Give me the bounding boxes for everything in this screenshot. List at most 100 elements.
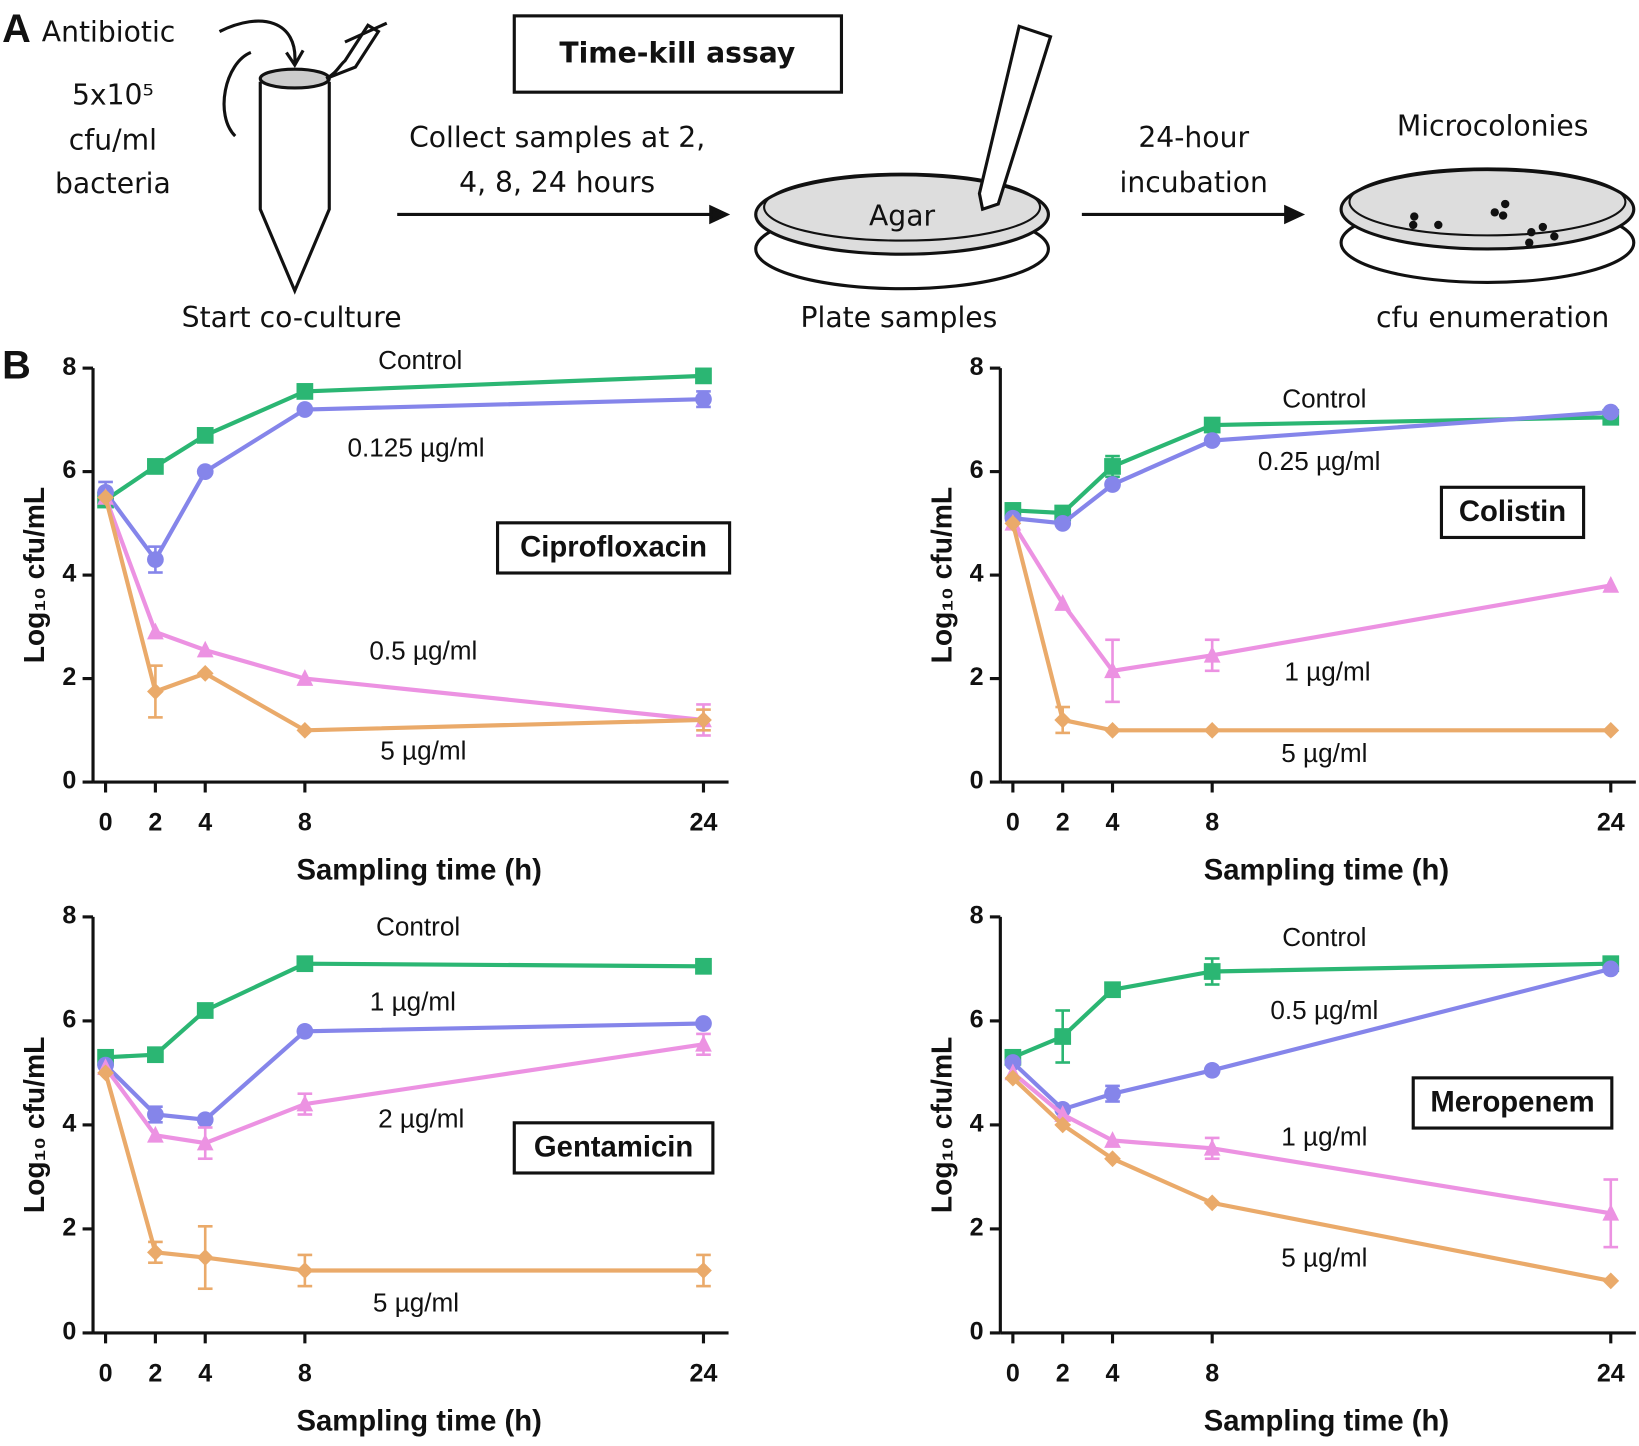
series-label: Control: [378, 345, 462, 375]
x-tick-label: 2: [1056, 808, 1070, 836]
colony-dish: [1339, 167, 1636, 251]
y-tick-label: 8: [970, 353, 984, 381]
series-label: Control: [1282, 383, 1366, 413]
arrow-head: [709, 204, 731, 225]
caption: Start co-culture: [182, 301, 402, 334]
marker: [1104, 458, 1121, 475]
series-label: 0.125 µg/ml: [347, 433, 484, 463]
series-line: [1010, 522, 1611, 733]
marker: [147, 1125, 164, 1143]
marker: [97, 489, 114, 506]
y-tick-label: 6: [62, 456, 76, 484]
step-label: 24-hour: [1138, 121, 1249, 154]
marker: [1054, 711, 1072, 729]
y-tick-label: 2: [62, 663, 76, 691]
x-tick-label: 8: [298, 1359, 312, 1387]
marker: [296, 401, 314, 418]
inoculum-label: 5x10⁵: [72, 78, 154, 111]
x-tick-label: 24: [690, 808, 718, 836]
marker: [1004, 1069, 1022, 1087]
marker: [1004, 1054, 1022, 1071]
microcolonies-label: Microcolonies: [1397, 110, 1589, 143]
y-tick-label: 0: [62, 1318, 76, 1346]
marker: [97, 1064, 114, 1082]
pipette: [977, 24, 1053, 212]
marker: [147, 1106, 164, 1123]
x-tick-label: 24: [690, 1359, 718, 1387]
marker: [1602, 1272, 1620, 1290]
series-label: 5 µg/ml: [1281, 738, 1367, 768]
y-tick-label: 0: [62, 767, 76, 795]
small-pipette: [325, 23, 381, 81]
marker: [196, 427, 214, 444]
marker: [147, 683, 164, 700]
y-tick-label: 2: [970, 663, 984, 691]
marker: [695, 957, 712, 975]
panel-label: B: [2, 344, 31, 388]
caption: Plate samples: [801, 301, 998, 334]
marker: [196, 640, 214, 658]
series-label: 2 µg/ml: [378, 1104, 464, 1134]
marker: [695, 1015, 712, 1032]
marker: [1203, 1061, 1221, 1079]
marker: [147, 622, 164, 640]
series-label: 1 µg/ml: [1284, 656, 1370, 686]
step-label: Collect samples at 2,: [409, 121, 705, 154]
series-label: 1 µg/ml: [370, 987, 456, 1017]
marker: [695, 367, 712, 385]
antibiotic-label: Antibiotic: [42, 16, 176, 49]
x-tick-label: 2: [148, 1359, 162, 1387]
series-label: 0.5 µg/ml: [1270, 995, 1378, 1025]
marker: [196, 665, 214, 682]
x-axis-label: Sampling time (h): [1204, 855, 1449, 887]
marker: [296, 1022, 314, 1040]
annotation: Meropenem: [1430, 1087, 1594, 1119]
annotation-box: [1411, 1076, 1614, 1130]
marker: [1054, 1105, 1072, 1122]
series-label: Control: [1282, 922, 1366, 952]
marker: [695, 390, 712, 408]
step-label: 4, 8, 24 hours: [459, 166, 655, 199]
annotation: Colistin: [1459, 496, 1566, 528]
series-label: 5 µg/ml: [380, 736, 466, 766]
x-tick-label: 2: [148, 808, 162, 836]
y-axis-label: Log₁₀ cfu/mL: [18, 487, 50, 663]
colonies: [1409, 199, 1559, 247]
x-tick-label: 4: [1106, 808, 1120, 836]
marker: [695, 1034, 712, 1052]
step-label: incubation: [1120, 166, 1268, 199]
series-label: 0.5 µg/ml: [369, 635, 477, 665]
annotation-box: [1439, 485, 1586, 540]
marker: [1602, 960, 1620, 978]
series-label: 0.25 µg/ml: [1258, 446, 1381, 476]
y-tick-label: 6: [970, 456, 984, 484]
x-tick-label: 24: [1597, 808, 1625, 836]
curved-arrow: [218, 19, 297, 64]
marker: [147, 458, 164, 475]
tube-top: [258, 67, 331, 90]
x-tick-label: 0: [99, 808, 113, 836]
marker: [695, 1262, 712, 1279]
x-axis-label: Sampling time (h): [1204, 1406, 1449, 1438]
series-label: 5 µg/ml: [373, 1288, 459, 1318]
marker: [296, 721, 314, 739]
dish-rim: [763, 172, 1042, 242]
marker: [1054, 514, 1072, 532]
x-tick-label: 4: [1106, 1359, 1120, 1387]
marker: [1054, 1028, 1072, 1045]
x-tick-label: 8: [298, 808, 312, 836]
dish-rim: [1348, 167, 1627, 237]
marker: [296, 1262, 314, 1279]
series-line: [1011, 522, 1612, 674]
marker: [147, 1243, 164, 1261]
series-label: Control: [376, 911, 460, 941]
y-tick-label: 6: [62, 1006, 76, 1034]
marker: [196, 1249, 214, 1266]
annotation: Ciprofloxacin: [520, 532, 707, 564]
marker: [1203, 416, 1221, 434]
marker: [1602, 721, 1620, 739]
marker: [1004, 514, 1022, 532]
marker: [1104, 1150, 1121, 1168]
marker: [1602, 576, 1620, 593]
